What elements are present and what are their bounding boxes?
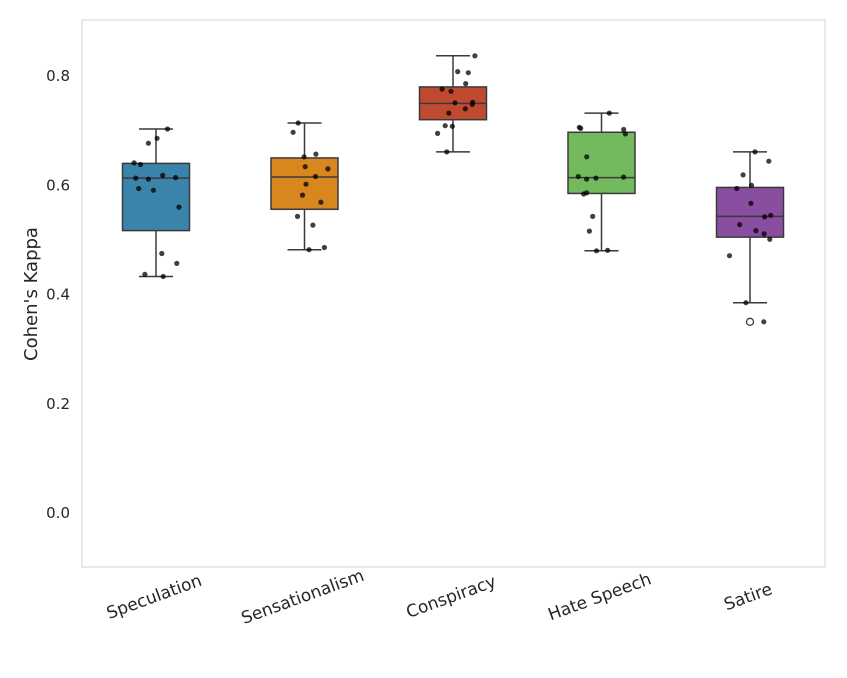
data-point — [761, 319, 767, 325]
data-point — [136, 185, 142, 192]
y-tick-label: 0.0 — [46, 504, 70, 522]
y-tick-label: 0.6 — [46, 176, 70, 194]
data-point — [131, 160, 137, 166]
data-point — [325, 166, 331, 172]
data-point — [302, 164, 308, 170]
data-point — [294, 213, 301, 219]
data-point — [581, 191, 587, 197]
data-point — [310, 222, 316, 228]
x-axis-category-labels: Speculation Sensationalism Conspiracy Hate … — [104, 566, 775, 629]
data-point — [435, 130, 441, 136]
y-axis-ticks: 0.0 0.2 0.4 0.6 0.8 — [46, 67, 70, 522]
data-point — [299, 192, 306, 198]
data-point — [449, 123, 455, 129]
data-point — [590, 213, 596, 219]
category-label: Speculation — [104, 571, 205, 624]
data-point — [768, 212, 774, 218]
data-point — [606, 110, 612, 116]
data-point — [767, 236, 773, 242]
data-point — [306, 247, 312, 253]
data-point — [318, 199, 324, 205]
data-point — [145, 176, 151, 182]
data-point — [575, 173, 581, 180]
data-point — [761, 231, 767, 237]
data-point — [312, 173, 319, 180]
data-point — [150, 187, 157, 193]
data-point — [593, 248, 600, 254]
data-point — [462, 106, 468, 112]
data-point — [301, 154, 307, 160]
box-speculation — [121, 128, 191, 278]
data-point — [160, 273, 166, 280]
data-point — [752, 149, 758, 155]
box-iqr — [567, 131, 636, 195]
data-point — [465, 70, 471, 76]
data-point — [740, 172, 746, 178]
data-point — [303, 181, 309, 187]
data-point — [159, 250, 165, 257]
data-point — [145, 140, 151, 146]
box-iqr — [715, 186, 785, 238]
data-point — [290, 129, 296, 135]
data-point — [584, 154, 590, 160]
data-point — [444, 149, 450, 155]
data-point — [743, 300, 749, 306]
data-point — [734, 185, 740, 192]
data-point — [584, 176, 590, 182]
data-point — [622, 131, 629, 137]
data-point — [173, 175, 179, 181]
y-tick-label: 0.4 — [46, 286, 70, 304]
data-point — [762, 214, 768, 220]
data-point — [726, 253, 733, 259]
boxes-layer — [121, 55, 785, 326]
data-point — [621, 126, 627, 133]
data-point — [137, 161, 144, 168]
data-point — [154, 135, 160, 141]
data-point — [593, 175, 599, 181]
points-layer — [131, 53, 774, 325]
data-point — [463, 81, 469, 87]
data-point — [439, 86, 445, 92]
y-axis-label: Cohen's Kappa — [21, 227, 42, 361]
category-label: Hate Speech — [545, 569, 654, 625]
data-point — [321, 244, 327, 251]
category-label: Sensationalism — [239, 566, 367, 629]
data-point — [472, 53, 478, 59]
box-iqr — [121, 162, 191, 232]
outlier-marker — [745, 317, 755, 326]
data-point — [174, 260, 180, 266]
data-point — [160, 172, 166, 178]
data-point — [313, 151, 319, 157]
data-point — [605, 247, 611, 253]
data-point — [455, 69, 461, 75]
data-point — [469, 101, 475, 107]
y-tick-label: 0.8 — [46, 67, 70, 85]
data-point — [452, 100, 458, 106]
data-point — [164, 126, 171, 132]
data-point — [448, 88, 454, 94]
category-label: Satire — [722, 579, 776, 615]
data-point — [295, 120, 301, 126]
data-point — [748, 200, 754, 206]
data-point — [766, 158, 772, 164]
data-point — [737, 222, 743, 228]
data-point — [142, 271, 148, 277]
category-label: Conspiracy — [404, 572, 499, 623]
data-point — [133, 175, 139, 181]
data-point — [446, 110, 452, 116]
data-point — [586, 228, 593, 234]
data-point — [578, 125, 584, 131]
y-tick-label: 0.2 — [46, 395, 70, 413]
box-satire — [715, 151, 785, 326]
data-point — [748, 182, 755, 188]
data-point — [176, 204, 182, 210]
data-point — [621, 174, 627, 180]
data-point — [753, 228, 759, 234]
data-point — [442, 123, 448, 129]
